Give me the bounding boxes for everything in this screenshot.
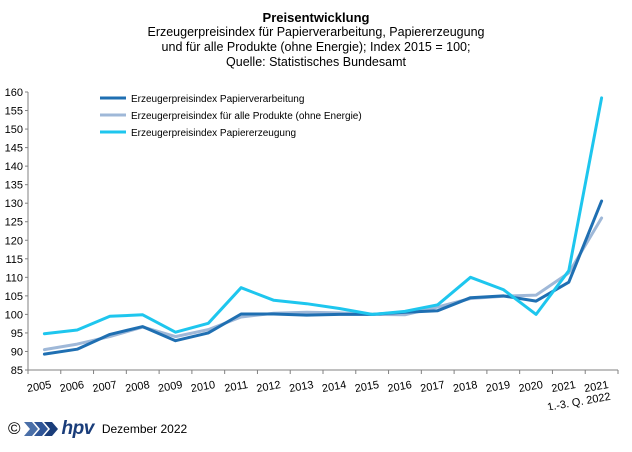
x-tick-label: 2021 bbox=[551, 379, 577, 395]
y-tick-label: 115 bbox=[5, 254, 23, 266]
x-tick-label-group: 2017 bbox=[419, 379, 445, 395]
x-tick-label-group: 2011 bbox=[224, 379, 249, 395]
x-tick-label: 2005 bbox=[26, 379, 52, 395]
footer: © hpv Dezember 2022 bbox=[8, 418, 187, 440]
x-tick-label-group: 2007 bbox=[92, 379, 118, 395]
x-tick-label-group: 2016 bbox=[387, 379, 413, 395]
x-tick-label-group: 2006 bbox=[59, 379, 85, 395]
x-tick-label-group: 2008 bbox=[124, 379, 150, 395]
x-tick-label: 2009 bbox=[157, 379, 183, 395]
x-tick-label: 2015 bbox=[354, 379, 380, 395]
x-tick-label-group: 2014 bbox=[321, 379, 347, 395]
chart-subtitle-line-2: und für alle Produkte (ohne Energie); In… bbox=[161, 40, 471, 54]
chart-subtitle-line-1: Erzeugerpreisindex für Papierverarbeitun… bbox=[147, 25, 485, 39]
series-line-2 bbox=[42, 96, 604, 336]
x-tick-label: 2018 bbox=[452, 379, 478, 395]
x-tick-label: 2014 bbox=[321, 379, 347, 395]
x-tick-label: 2007 bbox=[92, 379, 118, 395]
series-layer bbox=[42, 96, 604, 356]
y-tick-label: 125 bbox=[5, 217, 23, 229]
x-tick-label: 2017 bbox=[419, 379, 445, 395]
y-tick-label: 100 bbox=[5, 309, 23, 321]
legend-label: Erzeugerpreisindex Papierverarbeitung bbox=[131, 94, 304, 105]
y-tick-label: 155 bbox=[5, 106, 23, 118]
y-tick-label: 130 bbox=[5, 198, 23, 210]
chart-source: Quelle: Statistisches Bundesamt bbox=[226, 55, 406, 69]
hpv-logo-chevrons-icon bbox=[23, 422, 58, 436]
x-tick-label: 2020 bbox=[518, 379, 544, 395]
copyright-symbol: © bbox=[8, 419, 21, 438]
hpv-logo-text: hpv bbox=[61, 418, 95, 439]
plot-frame bbox=[27, 92, 618, 371]
x-tick-label-group: 2021 bbox=[551, 379, 577, 395]
x-axis: 2005 2006 2007 2008 2009 2010 2011 2012 2013 2014… bbox=[26, 370, 619, 410]
x-tick-label: 2012 bbox=[256, 379, 282, 395]
x-tick-label-group: 2019 bbox=[485, 379, 511, 395]
legend: Erzeugerpreisindex Papierverarbeitung Erz… bbox=[100, 94, 362, 139]
y-axis: 85 90 95 100 105 110 115 120 125 130 135 140 145 150 1… bbox=[5, 87, 28, 377]
y-tick-label: 150 bbox=[5, 124, 23, 136]
y-tick-label: 90 bbox=[11, 346, 23, 358]
x-tick-label-line: 2021 bbox=[583, 379, 609, 395]
y-tick-label: 105 bbox=[5, 291, 23, 303]
y-tick-label: 160 bbox=[5, 87, 23, 99]
legend-label: Erzeugerpreisindex für alle Produkte (oh… bbox=[131, 111, 362, 122]
x-tick-label: 2008 bbox=[124, 379, 150, 395]
x-tick-label: 2019 bbox=[485, 379, 511, 395]
series-line-0 bbox=[42, 199, 604, 356]
x-tick-label: 2011 bbox=[224, 379, 249, 395]
line-chart: 85 90 95 100 105 110 115 120 125 130 135 140 145 150 1… bbox=[5, 87, 619, 410]
x-tick-label-group: 2005 bbox=[26, 379, 52, 395]
y-tick-label: 95 bbox=[11, 328, 23, 340]
x-tick-label: 2013 bbox=[288, 379, 314, 395]
chart-title-block: Preisentwicklung Erzeugerpreisindex für … bbox=[0, 10, 632, 70]
x-tick-label-group: 2012 bbox=[256, 379, 282, 395]
x-tick-label: 2016 bbox=[387, 379, 413, 395]
x-tick-label-group: 2013 bbox=[288, 379, 314, 395]
x-tick-label-group: 2018 bbox=[452, 379, 478, 395]
footer-date: Dezember 2022 bbox=[101, 422, 188, 436]
x-tick-label: 2010 bbox=[190, 379, 216, 395]
chart-title: Preisentwicklung bbox=[262, 10, 370, 25]
x-tick-label-group: 2009 bbox=[157, 379, 183, 395]
x-tick-label-group: 2015 bbox=[354, 379, 380, 395]
y-tick-label: 110 bbox=[5, 272, 23, 284]
y-tick-label: 120 bbox=[5, 235, 23, 247]
y-tick-label: 85 bbox=[11, 365, 23, 377]
y-tick-label: 145 bbox=[5, 143, 23, 155]
x-tick-label-group: 2020 bbox=[518, 379, 544, 395]
x-tick-label-group: 2010 bbox=[190, 379, 216, 395]
legend-label: Erzeugerpreisindex Papiererzeugung bbox=[131, 128, 296, 139]
y-tick-label: 135 bbox=[5, 180, 23, 192]
y-tick-label: 140 bbox=[5, 161, 23, 173]
x-tick-label: 2006 bbox=[59, 379, 85, 395]
